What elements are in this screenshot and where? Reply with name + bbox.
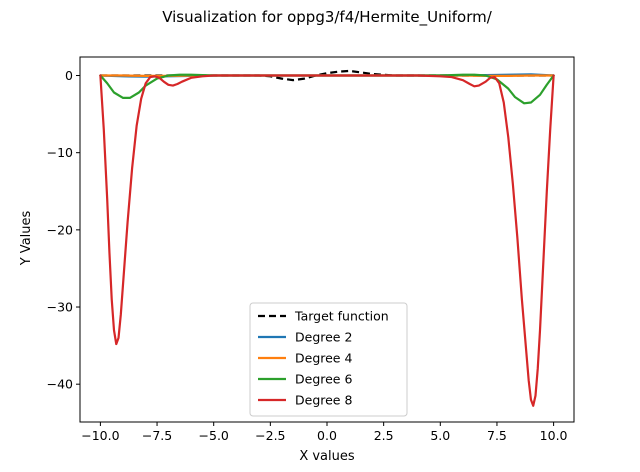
y-axis-label: Y Values [19, 211, 34, 267]
x-axis-label: X values [299, 449, 355, 464]
x-tick-label: 5.0 [430, 428, 450, 443]
legend-label-2: Degree 4 [295, 351, 352, 366]
series-line-3 [99, 73, 555, 105]
x-tick-label: 10.0 [540, 428, 568, 443]
y-tick-label: −10 [47, 145, 73, 160]
x-tick-label: 2.5 [374, 428, 394, 443]
series-lines [99, 69, 555, 407]
legend-label-3: Degree 6 [295, 372, 352, 387]
x-tick-label: 7.5 [487, 428, 507, 443]
chart-title: Visualization for oppg3/f4/Hermite_Unifo… [162, 8, 493, 27]
legend: Target function Degree 2 Degree 4 Degree 6 D… [249, 302, 408, 417]
legend-label-0: Target function [294, 309, 389, 324]
y-tick-label: 0 [65, 68, 73, 83]
x-tick-label: −5.0 [199, 428, 229, 443]
series-line-4 [99, 74, 555, 407]
x-tick-label: −7.5 [142, 428, 172, 443]
x-tick-label: −2.5 [255, 428, 285, 443]
y-tick-label: −30 [47, 300, 73, 315]
plot-area [99, 69, 555, 407]
x-tick-label: −10.0 [81, 428, 119, 443]
legend-box [249, 302, 408, 417]
x-tick-label: 0.0 [317, 428, 337, 443]
legend-label-4: Degree 8 [295, 393, 352, 408]
y-tick-label: −20 [47, 222, 73, 237]
axes: −10.0 −7.5 −5.0 −2.5 0.0 2.5 5.0 7.5 10.0 0 −10 −20… [47, 56, 575, 443]
y-tick-label: −40 [47, 377, 73, 392]
legend-label-1: Degree 2 [295, 330, 352, 345]
